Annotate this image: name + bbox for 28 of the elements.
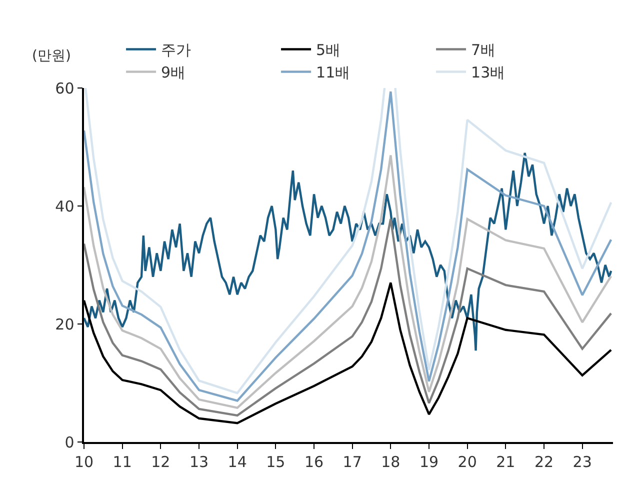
legend-label: 11배 (316, 64, 350, 82)
x-tick-label: 19 (419, 452, 439, 471)
x-tick-label: 22 (534, 452, 554, 471)
legend-label: 5배 (316, 41, 341, 60)
y-tick-label: 40 (55, 197, 74, 216)
x-tick-label: 12 (151, 452, 170, 471)
legend-label: 9배 (161, 64, 186, 82)
x-tick-label: 21 (496, 452, 516, 471)
line-series (84, 218, 612, 417)
y-axis-title: (만원) (32, 48, 71, 64)
x-tick-label: 15 (266, 452, 286, 471)
y-tick-label: 0 (64, 433, 74, 452)
x-tick-label: 14 (228, 452, 247, 471)
line-series (84, 152, 612, 352)
x-tick-label: 20 (458, 452, 477, 471)
line-series (84, 154, 612, 409)
x-tick-label: 13 (189, 452, 209, 471)
x-tick-label: 10 (74, 452, 94, 471)
x-tick-label: 23 (572, 452, 592, 471)
legend-label: 주가 (161, 41, 192, 60)
y-tick-label: 20 (55, 315, 74, 334)
x-tick-label: 11 (112, 452, 132, 471)
x-tick-label: 18 (381, 452, 400, 471)
legend-label: 7배 (471, 41, 496, 60)
legend-label: 13배 (471, 64, 506, 82)
y-tick-label: 60 (55, 79, 74, 98)
x-tick-label: 17 (342, 452, 362, 471)
x-tick-label: 16 (304, 452, 324, 471)
